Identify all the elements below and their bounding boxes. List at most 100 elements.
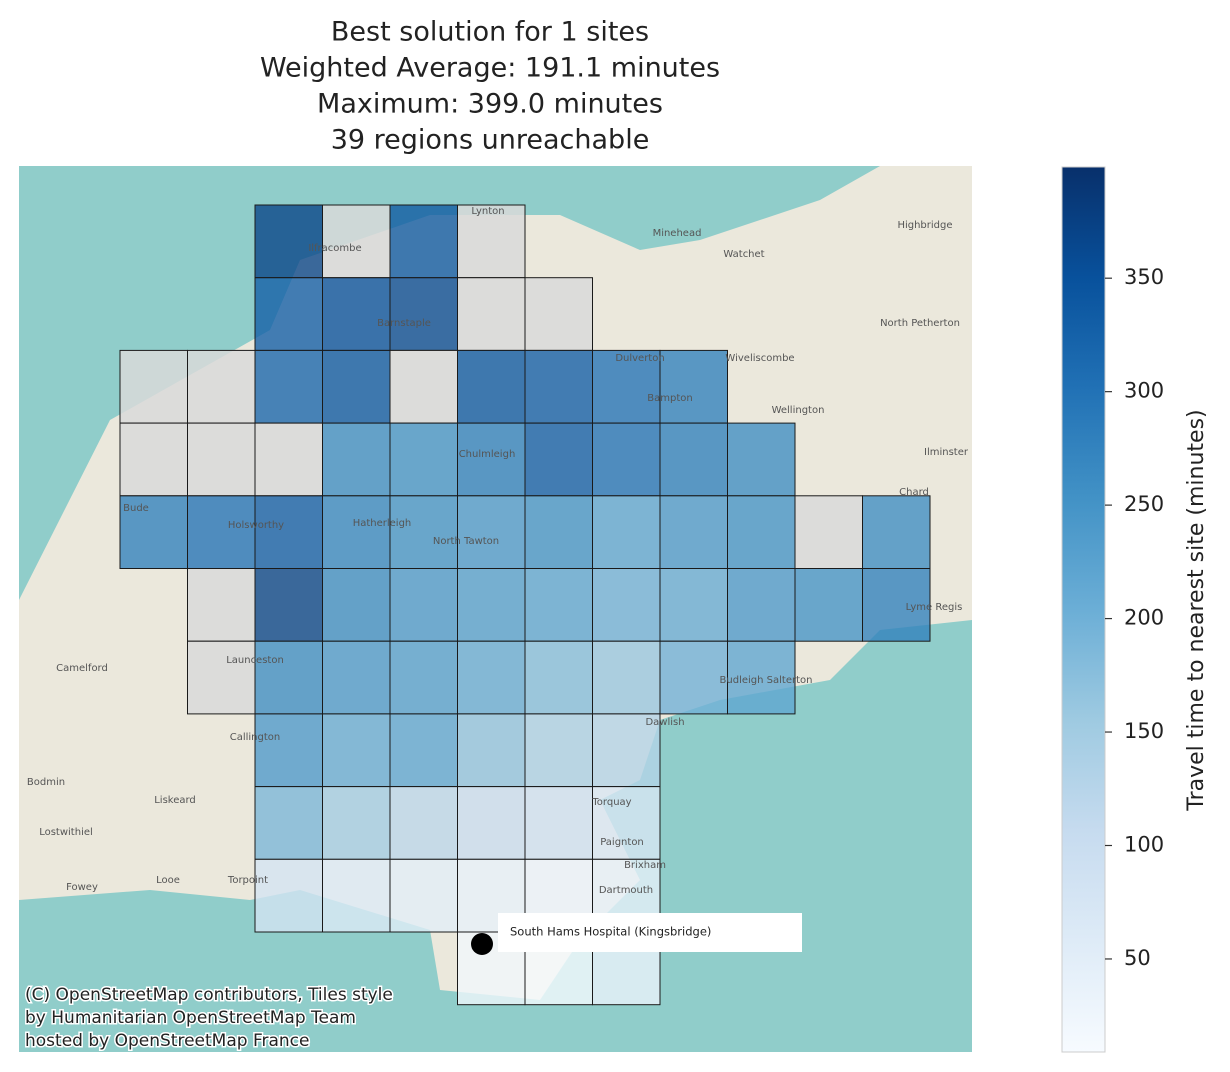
colorbar-tick-label: 200 <box>1124 606 1164 630</box>
place-label: Wiveliscombe <box>725 353 794 364</box>
region <box>389 277 458 351</box>
region <box>592 640 661 715</box>
place-label: Dulverton <box>615 353 664 364</box>
region <box>254 640 323 715</box>
region <box>524 568 593 642</box>
region <box>457 568 526 642</box>
site-marker <box>471 933 493 955</box>
place-label: Brixham <box>624 860 666 871</box>
region <box>187 422 256 497</box>
place-label: Minehead <box>653 228 702 239</box>
place-label: Wellington <box>772 405 825 416</box>
region <box>457 713 526 788</box>
place-label: Barnstaple <box>377 318 431 329</box>
region <box>389 858 458 933</box>
place-label: Ilminster <box>924 447 969 458</box>
regions <box>119 204 931 1006</box>
region <box>524 640 593 715</box>
place-label: Lyme Regis <box>906 602 963 613</box>
region <box>727 640 796 715</box>
region <box>457 422 526 497</box>
region <box>322 713 391 788</box>
region <box>592 349 661 424</box>
region <box>389 349 458 424</box>
region <box>659 349 728 424</box>
title-line: Maximum: 399.0 minutes <box>317 89 663 120</box>
region <box>254 204 323 279</box>
region <box>322 277 391 351</box>
region <box>592 568 661 642</box>
region <box>457 277 526 351</box>
place-label: Callington <box>230 732 281 743</box>
place-label: North Tawton <box>433 536 499 547</box>
region <box>592 713 661 788</box>
region <box>862 495 931 569</box>
title-line: Best solution for 1 sites <box>331 17 649 48</box>
region <box>659 568 728 642</box>
place-label: Looe <box>156 875 180 886</box>
place-labels: Ilfracombe Lynton Minehead Watchet Highbridg… <box>27 206 969 896</box>
region <box>659 422 728 497</box>
place-label: Fowey <box>66 882 98 893</box>
place-label: Watchet <box>723 249 764 260</box>
region <box>457 495 526 569</box>
region <box>457 786 526 860</box>
region <box>524 277 593 351</box>
region <box>322 640 391 715</box>
region <box>659 495 728 569</box>
region <box>389 495 458 569</box>
region <box>254 568 323 642</box>
colorbar-tick-label: 150 <box>1124 719 1164 743</box>
region <box>187 568 256 642</box>
colorbar-label: Travel time to nearest site (minutes) <box>1184 409 1209 811</box>
region <box>322 786 391 860</box>
region <box>727 568 796 642</box>
region <box>659 640 728 715</box>
place-label: Bampton <box>647 393 692 404</box>
title-line: 39 regions unreachable <box>331 125 650 156</box>
region <box>322 568 391 642</box>
region <box>389 422 458 497</box>
place-label: Ilfracombe <box>308 243 361 254</box>
region <box>524 495 593 569</box>
colorbar-tick-label: 50 <box>1124 946 1151 970</box>
region <box>592 495 661 569</box>
region <box>322 349 391 424</box>
place-label: Dartmouth <box>599 885 653 896</box>
region <box>524 349 593 424</box>
region <box>524 713 593 788</box>
region <box>254 858 323 933</box>
place-label: Lostwithiel <box>39 827 93 838</box>
region <box>119 422 188 497</box>
region <box>254 349 323 424</box>
region <box>254 277 323 351</box>
place-label: Chulmleigh <box>459 449 516 460</box>
region <box>794 495 863 569</box>
region <box>389 204 458 279</box>
region <box>524 422 593 497</box>
place-label: North Petherton <box>880 318 960 329</box>
region <box>389 786 458 860</box>
region <box>862 568 931 642</box>
site: South Hams Hospital (Kingsbridge) <box>471 913 802 955</box>
place-label: Bude <box>123 503 149 514</box>
region <box>389 713 458 788</box>
region <box>322 422 391 497</box>
region <box>524 786 593 860</box>
colorbar-tick-label: 250 <box>1124 492 1164 516</box>
colorbar-tick-label: 350 <box>1124 265 1164 289</box>
region <box>119 349 188 424</box>
region <box>457 640 526 715</box>
place-label: Torpoint <box>227 875 268 886</box>
attribution: (C) OpenStreetMap contributors, Tiles st… <box>25 985 393 1005</box>
place-label: Highbridge <box>897 220 952 231</box>
region <box>254 495 323 569</box>
colorbar <box>1061 166 1106 1053</box>
region <box>187 495 256 569</box>
region <box>794 568 863 642</box>
place-label: Budleigh Salterton <box>720 675 813 686</box>
region <box>389 568 458 642</box>
